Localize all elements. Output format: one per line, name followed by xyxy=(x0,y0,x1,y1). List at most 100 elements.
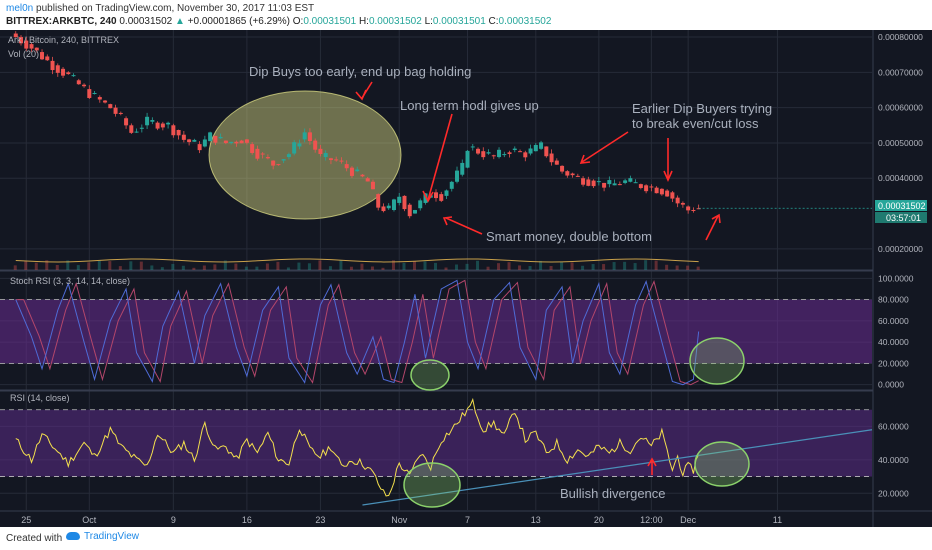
tradingview-logo[interactable]: TradingView xyxy=(66,531,139,542)
annotation-smart-money: Smart money, double bottom xyxy=(486,229,652,244)
volume-bar xyxy=(118,266,122,270)
volume-bar xyxy=(45,260,49,270)
candle-body xyxy=(181,134,186,140)
volume-bar xyxy=(108,261,112,270)
candle-body xyxy=(670,192,675,199)
price-tick-label: 0.00080000 xyxy=(878,32,923,42)
candle-body xyxy=(50,60,55,71)
candle-body xyxy=(470,146,475,148)
candle-body xyxy=(386,205,391,209)
volume-bar xyxy=(381,267,385,270)
volume-bar xyxy=(455,264,459,270)
candle-body xyxy=(160,123,165,128)
arrow-smart-2 xyxy=(705,215,719,241)
candle-body xyxy=(533,144,538,152)
candle-body xyxy=(570,173,575,176)
candle-body xyxy=(134,131,139,133)
rsi-tick-label: 60.0000 xyxy=(878,421,909,431)
price-pane-title: Ark / Bitcoin, 240, BITTREX xyxy=(8,35,119,45)
stoch-bottom-circle-2 xyxy=(689,337,745,385)
volume-bar xyxy=(297,262,301,270)
arrow-hodl-head xyxy=(422,190,434,203)
rsi-line xyxy=(15,397,700,497)
candle-body xyxy=(213,135,218,143)
candle-body xyxy=(45,56,50,61)
candle-body xyxy=(171,125,176,136)
volume-bar xyxy=(202,265,206,270)
stoch-bottom-circle-1 xyxy=(410,359,450,391)
candle-body xyxy=(691,210,696,211)
candle-body xyxy=(71,75,76,77)
symbol-label: BITTREX:ARKBTC, 240 xyxy=(6,16,117,27)
candle-body xyxy=(397,196,402,203)
candle-body xyxy=(19,37,24,44)
candle-body xyxy=(497,149,502,158)
volume-bar xyxy=(476,260,480,270)
time-tick-label: 13 xyxy=(531,515,541,525)
high-value: 0.00031502 xyxy=(368,16,422,27)
volume-bar xyxy=(307,263,311,270)
candle-body xyxy=(55,65,60,73)
axes: 0.00080000 0.00070000 0.00060000 0.00050000… xyxy=(0,30,932,527)
low-value: 0.00031501 xyxy=(432,16,486,27)
candle-body xyxy=(455,170,460,182)
volume-bar xyxy=(434,262,437,270)
published-text: published on TradingView.com, November 3… xyxy=(36,3,315,14)
candle-body xyxy=(208,132,213,142)
time-tick-label: Oct xyxy=(82,515,97,525)
close-label: C: xyxy=(488,16,499,27)
price-axis-bg xyxy=(873,30,932,527)
candle-body xyxy=(113,107,118,114)
candle-body xyxy=(355,169,360,172)
candle-body xyxy=(29,44,34,49)
volume-bar xyxy=(518,265,522,270)
candle-body xyxy=(197,144,202,151)
candle-body xyxy=(512,148,517,150)
candle-body xyxy=(365,178,370,182)
volume-bar xyxy=(181,265,185,270)
volume-bar xyxy=(339,260,343,270)
candle-body xyxy=(586,179,591,186)
candle-body xyxy=(476,148,481,154)
cloud-icon xyxy=(66,532,80,541)
candle-body xyxy=(675,197,680,204)
candle-body xyxy=(434,192,438,199)
candle-body xyxy=(581,178,586,185)
volume-title: Vol (20) xyxy=(8,49,39,59)
volume-bar xyxy=(150,265,154,270)
volume-bar xyxy=(129,261,133,270)
candle-body xyxy=(370,181,375,190)
volume-bar xyxy=(465,263,469,270)
candle-body xyxy=(139,127,144,129)
candle-body xyxy=(544,146,549,157)
volume-bar xyxy=(171,263,175,270)
volume-bar xyxy=(349,266,353,270)
candle-body xyxy=(554,160,559,165)
volume-bar xyxy=(612,262,616,270)
annotation-hodl: Long term hodl gives up xyxy=(400,98,539,113)
candle-body xyxy=(591,180,596,187)
candle-body xyxy=(623,180,628,183)
annotation-bullish: Bullish divergence xyxy=(560,486,666,501)
candle-body xyxy=(118,112,123,114)
stoch-d-line xyxy=(15,279,699,386)
arrow-hodl xyxy=(427,113,453,201)
last-price: 0.00031502 xyxy=(119,16,173,27)
candle-body xyxy=(292,142,297,154)
rsi-bottom-circle-2 xyxy=(694,441,750,487)
candle-body xyxy=(507,152,512,154)
author-link[interactable]: mel0n xyxy=(6,3,34,14)
countdown-tag xyxy=(875,212,927,223)
candle-body xyxy=(339,160,344,162)
annotation-earlier-2: to break even/cut loss xyxy=(632,116,759,131)
arrow-smart-1 xyxy=(445,217,483,235)
volume-bar xyxy=(497,263,501,270)
volume-bar xyxy=(528,266,532,270)
chart-canvas[interactable]: Dip Buys too early, end up bag holding L… xyxy=(0,30,932,527)
candle-body xyxy=(649,186,654,188)
volume-bar xyxy=(654,260,658,270)
candle-body xyxy=(686,206,691,211)
candle-body xyxy=(381,206,386,212)
volume-bar xyxy=(318,260,322,270)
time-tick-label: 25 xyxy=(21,515,31,525)
